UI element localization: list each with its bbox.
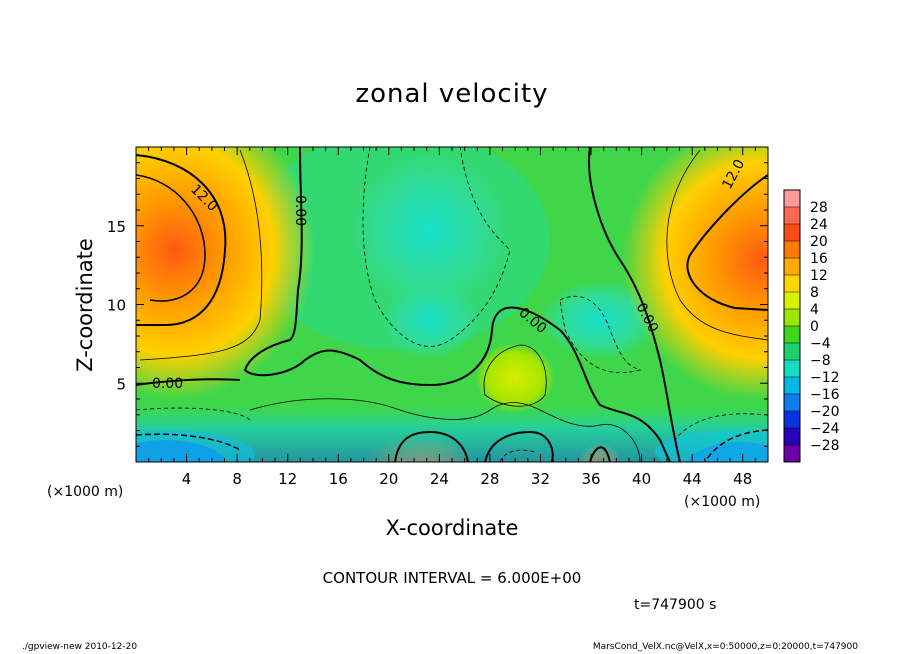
colorbar-label: 24 bbox=[810, 217, 828, 233]
x-tick-label: 44 bbox=[683, 470, 702, 488]
colorbar-swatch bbox=[784, 428, 800, 446]
x-tick-label: 28 bbox=[480, 470, 499, 488]
x-unit-left: (×1000 m) bbox=[47, 484, 123, 500]
y-tick-label: 10 bbox=[107, 297, 126, 315]
chart-title: zonal velocity bbox=[355, 79, 548, 109]
x-tick-label: 40 bbox=[632, 470, 651, 488]
x-axis-ticks: 4 8 12 16 20 24 28 32 36 40 44 48 bbox=[148, 147, 756, 488]
colorbar-swatch bbox=[784, 275, 800, 293]
colorbar-swatch bbox=[784, 207, 800, 225]
y-axis-label: Z-coordinate bbox=[73, 238, 97, 372]
colorbar-label: −12 bbox=[810, 370, 840, 386]
colorbar-label: −24 bbox=[810, 421, 840, 437]
x-tick-label: 8 bbox=[232, 470, 242, 488]
x-tick-label: 36 bbox=[581, 470, 600, 488]
footer-right: MarsCond_VelX.nc@VelX,x=0:50000,z=0:2000… bbox=[592, 642, 858, 652]
colorbar-swatch bbox=[784, 377, 800, 395]
field bbox=[136, 147, 768, 462]
contour-label: 0.00 bbox=[152, 376, 183, 392]
colorbar-swatch bbox=[784, 326, 800, 344]
colorbar-label: −28 bbox=[810, 438, 840, 454]
footer-left: ./gpview-new 2010-12-20 bbox=[22, 642, 138, 652]
x-tick-label: 4 bbox=[182, 470, 192, 488]
colorbar-swatch bbox=[784, 224, 800, 242]
x-tick-label: 48 bbox=[733, 470, 752, 488]
colorbar-swatch bbox=[784, 360, 800, 378]
colorbar-label: −4 bbox=[810, 336, 831, 352]
colorbar-label: 16 bbox=[810, 251, 828, 267]
colorbar-label: 20 bbox=[810, 234, 828, 250]
colorbar-swatch bbox=[784, 258, 800, 276]
x-tick-label: 20 bbox=[379, 470, 398, 488]
x-tick-label: 32 bbox=[531, 470, 550, 488]
y-tick-label: 5 bbox=[116, 375, 126, 393]
time-stamp: t=747900 s bbox=[634, 597, 716, 613]
y-tick-label: 15 bbox=[107, 218, 126, 236]
x-axis-label: X-coordinate bbox=[386, 516, 519, 540]
colorbar-swatch bbox=[784, 445, 800, 463]
colorbar-label: 8 bbox=[810, 285, 819, 301]
colorbar-swatch bbox=[784, 309, 800, 327]
colorbar-swatch bbox=[784, 241, 800, 259]
colorbar-label: −20 bbox=[810, 404, 840, 420]
colorbar-swatch bbox=[784, 190, 800, 208]
y-axis-ticks: 5 10 15 bbox=[107, 162, 768, 447]
colorbar-swatch bbox=[784, 292, 800, 310]
colorbar-label: 0 bbox=[810, 319, 819, 335]
x-unit-right: (×1000 m) bbox=[684, 494, 760, 510]
colorbar-label: 28 bbox=[810, 200, 828, 216]
colorbar-label: 4 bbox=[810, 302, 819, 318]
contour-label: 0.00 bbox=[292, 195, 308, 226]
colorbar-label: 12 bbox=[810, 268, 828, 284]
contour-interval: CONTOUR INTERVAL = 6.000E+00 bbox=[323, 569, 582, 587]
x-tick-label: 24 bbox=[430, 470, 449, 488]
colorbar-label: −8 bbox=[810, 353, 831, 369]
x-tick-label: 12 bbox=[278, 470, 297, 488]
x-tick-label: 16 bbox=[329, 470, 348, 488]
colorbar-swatch bbox=[784, 394, 800, 412]
colorbar-swatch bbox=[784, 343, 800, 361]
colorbar-label: −16 bbox=[810, 387, 840, 403]
colorbar-swatch bbox=[784, 411, 800, 429]
